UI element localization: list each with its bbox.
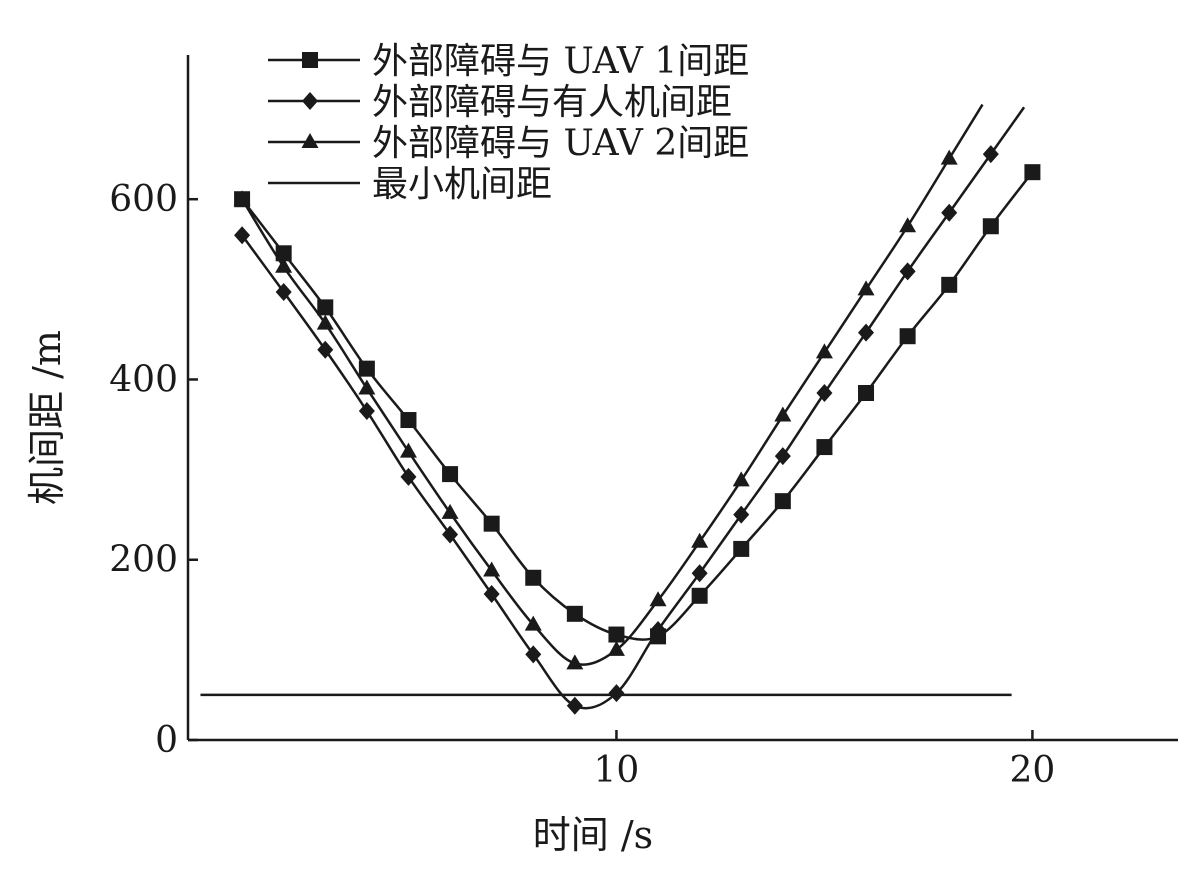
data-point: [858, 384, 875, 401]
data-point: [442, 466, 459, 483]
data-point: [399, 442, 417, 458]
x-axis-title: 时间 /s: [533, 813, 653, 857]
series-line: [241, 171, 1034, 641]
data-point: [982, 218, 999, 235]
data-point: [275, 245, 292, 262]
data-point: [650, 621, 667, 640]
y-axis-title: 机间距 /m: [25, 330, 69, 505]
data-point: [941, 203, 958, 222]
data-point: [858, 323, 875, 342]
y-tick-label: 0: [155, 720, 178, 761]
data-point: [358, 402, 375, 421]
data-point: [234, 226, 251, 245]
legend-marker: [301, 133, 319, 148]
data-point: [691, 587, 708, 604]
data-point: [525, 569, 542, 586]
data-point: [607, 640, 625, 656]
data-point: [358, 379, 376, 395]
data-point: [483, 515, 500, 532]
data-point: [774, 447, 791, 466]
data-point: [899, 328, 916, 345]
data-point: [608, 684, 625, 703]
data-point: [732, 471, 750, 487]
series-line: [241, 157, 951, 666]
data-point: [774, 406, 792, 422]
data-point: [733, 540, 750, 557]
legend-entry: 最小机间距: [268, 164, 552, 205]
data-point: [483, 561, 501, 577]
legend-label: 外部障碍与 UAV 2间距: [372, 123, 749, 164]
data-point: [566, 605, 583, 622]
data-point: [816, 439, 833, 456]
data-point: [400, 467, 417, 486]
data-point: [358, 360, 375, 377]
data-point: [400, 412, 417, 429]
legend-marker: [302, 92, 318, 110]
data-point: [275, 283, 292, 302]
data-point: [733, 505, 750, 524]
data-point: [857, 280, 875, 296]
data-point: [940, 149, 958, 165]
data-point: [566, 654, 584, 670]
series-line-extension: [948, 103, 984, 160]
data-point: [525, 645, 542, 664]
data-point: [566, 696, 583, 715]
data-point: [317, 340, 334, 359]
legend-label: 最小机间距: [372, 164, 552, 205]
x-tick-label: 10: [594, 750, 640, 791]
legend-entry: 外部障碍与 UAV 1间距: [268, 41, 749, 82]
data-point: [899, 262, 916, 281]
data-point: [899, 217, 917, 233]
legend-entry: 外部障碍与 UAV 2间距: [268, 123, 749, 164]
y-tick-label: 600: [109, 179, 178, 220]
data-point: [815, 343, 833, 359]
data-point: [316, 314, 334, 330]
legend-entry: 外部障碍与有人机间距: [268, 82, 732, 123]
series-3: [233, 103, 984, 670]
x-tick-label: 20: [1010, 750, 1056, 791]
legend-label: 外部障碍与有人机间距: [372, 82, 732, 123]
data-point: [816, 383, 833, 402]
series-2: [234, 106, 1026, 715]
data-point: [691, 532, 709, 548]
data-point: [941, 276, 958, 293]
chart-axes: 0 200 400 600 10 20: [109, 55, 1178, 791]
series-layer: [233, 103, 1041, 715]
data-point: [982, 145, 999, 164]
data-point: [317, 299, 334, 316]
data-point: [1024, 164, 1041, 181]
data-point: [275, 257, 293, 273]
legend-label: 外部障碍与 UAV 1间距: [372, 41, 749, 82]
data-point: [608, 626, 625, 643]
data-point: [441, 503, 459, 519]
series-line: [241, 153, 992, 710]
data-point: [691, 564, 708, 583]
data-point: [483, 584, 500, 603]
data-point: [649, 591, 667, 607]
legend-marker: [302, 52, 318, 68]
series-1: [234, 164, 1041, 645]
y-tick-label: 400: [109, 359, 178, 400]
series-line-extension: [989, 106, 1026, 155]
y-tick-label: 200: [109, 540, 178, 581]
data-point: [774, 493, 791, 510]
data-point: [442, 525, 459, 544]
data-point: [524, 615, 542, 631]
data-point: [233, 190, 251, 206]
